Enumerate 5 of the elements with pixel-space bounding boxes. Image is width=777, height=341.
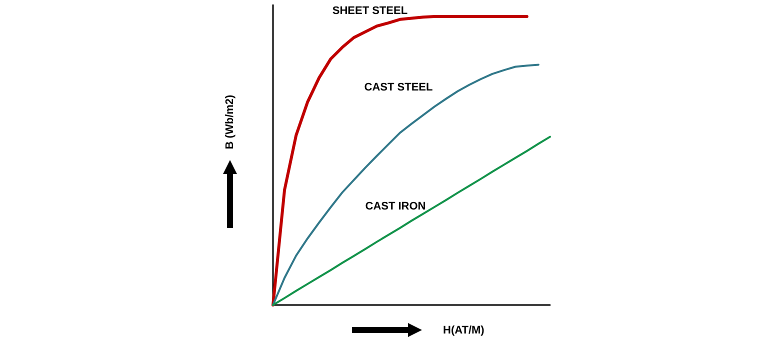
series-label: CAST STEEL bbox=[364, 81, 434, 94]
x-axis-title: H(AT/M) bbox=[443, 324, 485, 336]
series-label: CAST IRON bbox=[365, 200, 426, 212]
series-label: SHEET STEEL bbox=[332, 4, 408, 17]
y-axis-title: B (Wb/m2) bbox=[224, 94, 236, 150]
